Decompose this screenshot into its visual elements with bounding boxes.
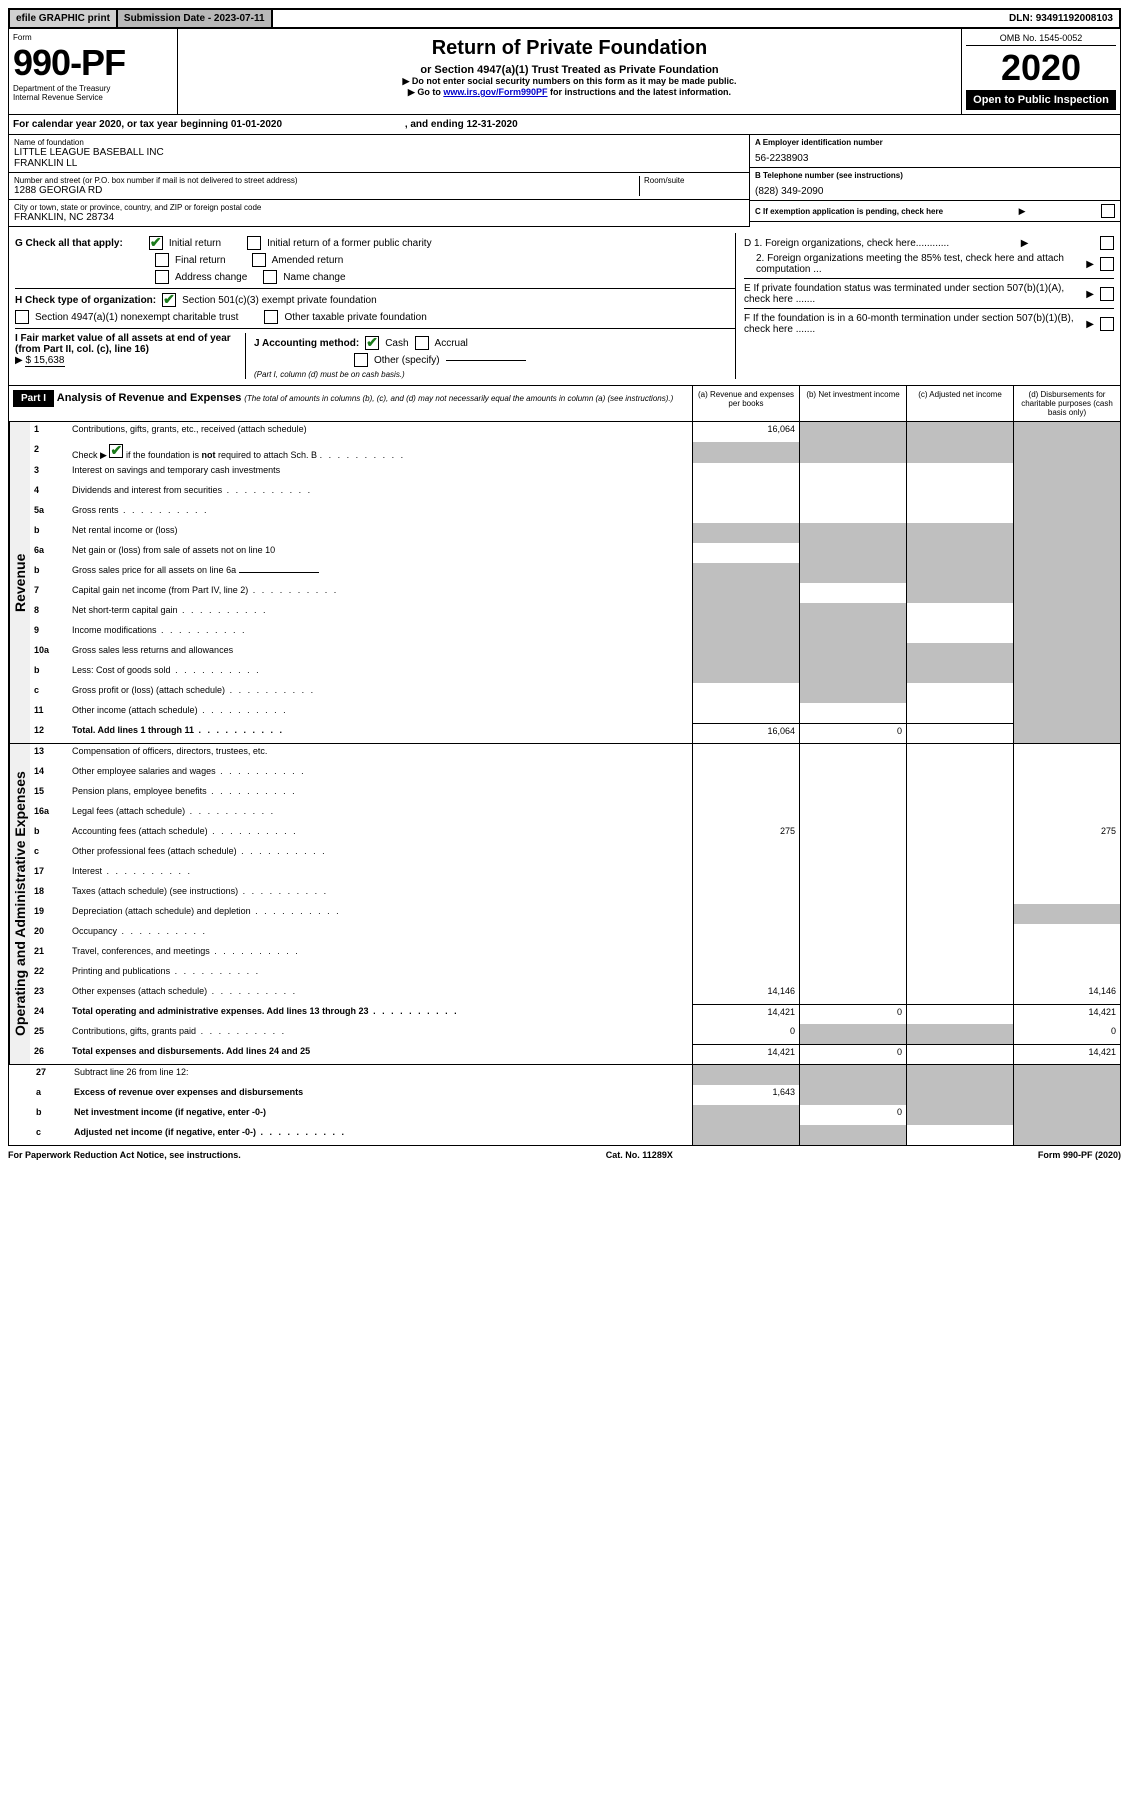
j-note: (Part I, column (d) must be on cash basi… [254, 370, 735, 379]
col-b-header: (b) Net investment income [799, 386, 906, 421]
revenue-side-label: Revenue [9, 422, 30, 743]
form-header: Form 990-PF Department of the Treasury I… [8, 29, 1121, 115]
submission-date: Submission Date - 2023-07-11 [118, 10, 273, 27]
i-label: I Fair market value of all assets at end… [15, 333, 245, 355]
top-bar: efile GRAPHIC print Submission Date - 20… [8, 8, 1121, 29]
checkbox-c[interactable] [1101, 204, 1115, 218]
instructions-link[interactable]: www.irs.gov/Form990PF [443, 87, 547, 97]
checkbox-other-method[interactable] [354, 353, 368, 367]
header-left: Form 990-PF Department of the Treasury I… [9, 29, 178, 114]
checkbox-amended[interactable] [252, 253, 266, 267]
city-state-zip: City or town, state or province, country… [9, 200, 749, 227]
room-suite-label: Room/suite [644, 176, 744, 185]
checkbox-f[interactable] [1100, 317, 1114, 331]
note-link: ▶ Go to www.irs.gov/Form990PF for instru… [182, 87, 957, 98]
footer-left: For Paperwork Reduction Act Notice, see … [8, 1150, 241, 1160]
ein: A Employer identification number 56-2238… [750, 135, 1120, 168]
dept: Department of the Treasury [13, 84, 173, 93]
checkbox-501c3[interactable] [162, 293, 176, 307]
revenue-section: Revenue 1Contributions, gifts, grants, e… [9, 422, 1120, 744]
dln: DLN: 93491192008103 [1003, 10, 1119, 27]
checkbox-final-return[interactable] [155, 253, 169, 267]
arrow-icon: ▶ [1019, 206, 1026, 217]
col-c-header: (c) Adjusted net income [906, 386, 1013, 421]
col-a-header: (a) Revenue and expenses per books [692, 386, 799, 421]
form-subtitle: or Section 4947(a)(1) Trust Treated as P… [182, 64, 957, 76]
part-1-header: Part I Analysis of Revenue and Expenses … [9, 386, 1120, 422]
phone: B Telephone number (see instructions) (8… [750, 168, 1120, 201]
efile-label[interactable]: efile GRAPHIC print [10, 10, 118, 27]
header-center: Return of Private Foundation or Section … [178, 29, 961, 114]
checkbox-e[interactable] [1100, 287, 1114, 301]
fmv-value: $ 15,638 [25, 355, 65, 367]
expenses-side-label: Operating and Administrative Expenses [9, 744, 30, 1064]
line-27-section: 27Subtract line 26 from line 12: aExcess… [9, 1065, 1120, 1145]
checkbox-other-taxable[interactable] [264, 310, 278, 324]
checkbox-cash[interactable] [365, 336, 379, 350]
irs: Internal Revenue Service [13, 93, 173, 102]
checkbox-d2[interactable] [1100, 257, 1114, 271]
checkbox-section: G Check all that apply: Initial return I… [8, 227, 1121, 386]
spacer [273, 10, 1003, 27]
part-label: Part I [13, 390, 54, 407]
g-label: G Check all that apply: [15, 238, 123, 249]
omb-number: OMB No. 1545-0052 [966, 33, 1116, 46]
checkbox-initial-former[interactable] [247, 236, 261, 250]
calendar-year-row: For calendar year 2020, or tax year begi… [8, 115, 1121, 135]
form-number: 990-PF [13, 42, 173, 84]
h-label: H Check type of organization: [15, 295, 156, 306]
checkbox-4947[interactable] [15, 310, 29, 324]
footer-center: Cat. No. 11289X [606, 1150, 673, 1160]
part-1: Part I Analysis of Revenue and Expenses … [8, 386, 1121, 1146]
page-footer: For Paperwork Reduction Act Notice, see … [8, 1146, 1121, 1164]
col-d-header: (d) Disbursements for charitable purpose… [1013, 386, 1120, 421]
exemption-pending: C If exemption application is pending, c… [750, 201, 1120, 222]
expenses-section: Operating and Administrative Expenses 13… [9, 744, 1120, 1065]
footer-right: Form 990-PF (2020) [1038, 1150, 1121, 1160]
header-right: OMB No. 1545-0052 2020 Open to Public In… [961, 29, 1120, 114]
form-title: Return of Private Foundation [182, 37, 957, 60]
checkbox-initial-return[interactable] [149, 236, 163, 250]
open-to-public: Open to Public Inspection [966, 90, 1116, 110]
form-label: Form [13, 33, 173, 42]
j-label: J Accounting method: [254, 338, 359, 349]
checkbox-name-change[interactable] [263, 270, 277, 284]
foundation-name: Name of foundation LITTLE LEAGUE BASEBAL… [9, 135, 749, 173]
entity-info: Name of foundation LITTLE LEAGUE BASEBAL… [8, 135, 1121, 227]
checkbox-address-change[interactable] [155, 270, 169, 284]
tax-year: 2020 [966, 50, 1116, 86]
note-ssn: ▶ Do not enter social security numbers o… [182, 76, 957, 87]
checkbox-accrual[interactable] [415, 336, 429, 350]
checkbox-sch-b[interactable] [109, 444, 123, 458]
checkbox-d1[interactable] [1100, 236, 1114, 250]
address-row: Number and street (or P.O. box number if… [9, 173, 749, 200]
